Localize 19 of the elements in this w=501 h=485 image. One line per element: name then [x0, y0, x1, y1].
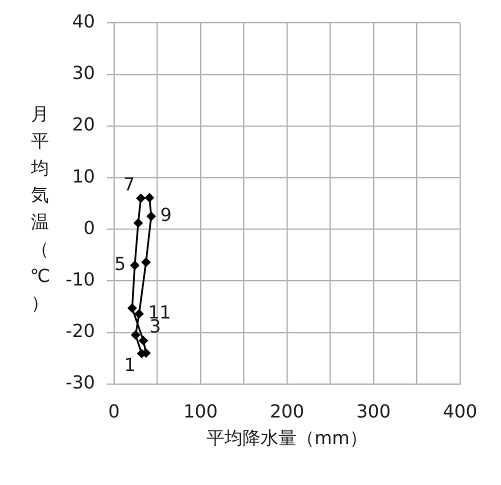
x-tick-label: 400	[442, 401, 478, 422]
annotation: 1	[124, 354, 136, 376]
annotation: 5	[114, 254, 126, 275]
y-tick-label: 10	[72, 166, 95, 188]
x-tick-label: 100	[183, 401, 218, 422]
x-axis-title: 平均降水量（mm）	[206, 428, 368, 449]
y-tick-label: 0	[84, 218, 95, 239]
x-tick-label: 200	[270, 401, 304, 422]
y-tick-label: -20	[66, 321, 95, 342]
y-tick-label: -10	[66, 269, 95, 290]
y-tick-label: 20	[72, 114, 95, 136]
x-tick-label: 300	[356, 401, 391, 422]
annotation: 7	[123, 174, 135, 196]
y-tick-label: 40	[72, 11, 95, 32]
y-tick-label: 30	[72, 63, 95, 84]
annotation: 9	[160, 204, 172, 226]
y-axis-title: 月平均気温（℃）	[30, 103, 50, 316]
x-tick-label: 0	[108, 401, 120, 422]
y-tick-label: -30	[66, 372, 95, 394]
